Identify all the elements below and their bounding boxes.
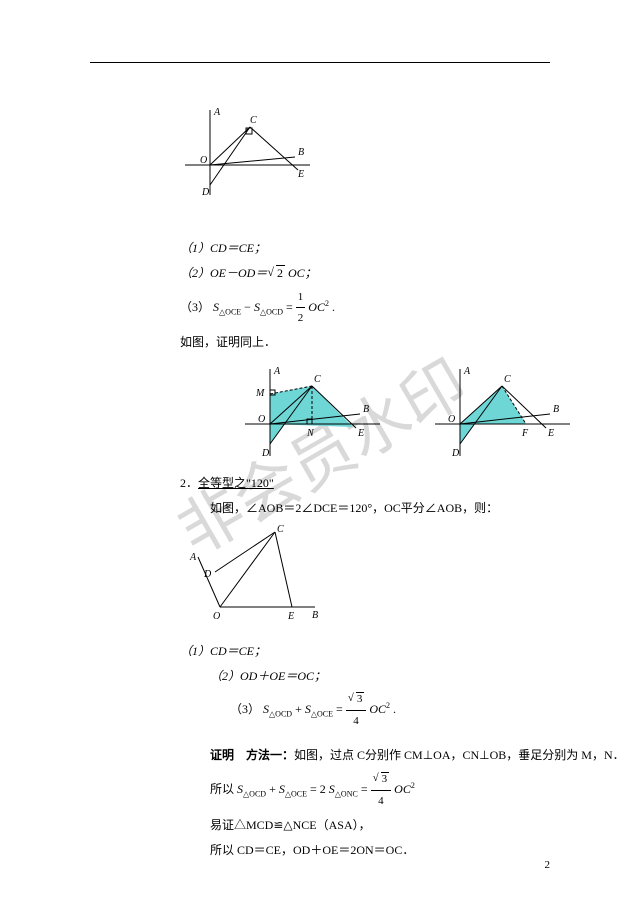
item-b3: （3） S△OCD + S△OCE = 34 OC2 . <box>230 689 640 732</box>
svg-text:E: E <box>547 428 554 439</box>
figure-1-wrap: A B C O D E <box>180 105 640 205</box>
figure-2a: A B C O D E M N <box>240 364 390 464</box>
content: A B C O D E （1）CD＝CE； （2）OE－OD＝2 OC； （3）… <box>180 105 640 861</box>
svg-text:A: A <box>463 366 471 377</box>
item-b1: （1）CD＝CE； <box>180 640 640 663</box>
label-a: A <box>213 107 221 118</box>
svg-text:C: C <box>277 524 284 535</box>
label-d: D <box>201 187 210 198</box>
svg-text:D: D <box>261 448 270 459</box>
top-rule <box>90 62 550 63</box>
item-b2: （2）OD＋OE＝OC； <box>210 665 640 688</box>
svg-text:M: M <box>255 388 265 399</box>
svg-text:D: D <box>451 448 460 459</box>
svg-text:N: N <box>306 428 315 439</box>
section2-heading: 2．全等型之"120" <box>180 472 640 495</box>
item-a2: （2）OE－OD＝2 OC； <box>180 262 640 285</box>
item-a1: （1）CD＝CE； <box>180 237 640 260</box>
figure-3: A B C O D E <box>180 522 330 632</box>
label-b: B <box>298 147 304 158</box>
svg-text:E: E <box>287 611 294 622</box>
figure-2b: A B C O D E F <box>430 364 580 464</box>
proof-p2: 所以 S△OCD + S△OCE = 2 S△ONC = 34 OC2 <box>210 769 640 812</box>
label-e: E <box>297 169 304 180</box>
svg-text:O: O <box>258 414 265 425</box>
figure-3-wrap: A B C O D E <box>180 522 640 632</box>
proof-p4: 所以 CD＝CE，OD＋OE＝2ON＝OC． <box>210 839 640 862</box>
svg-text:E: E <box>357 428 364 439</box>
mid-text: 如图，证明同上． <box>180 331 640 354</box>
svg-text:C: C <box>314 374 321 385</box>
svg-text:D: D <box>203 569 212 580</box>
svg-text:B: B <box>312 610 318 621</box>
figure-1: A B C O D E <box>180 105 320 205</box>
proof-head: 证明 方法一：如图，过点 C分别作 CM⊥OA，CN⊥OB，垂足分别为 M，N． <box>210 744 640 767</box>
svg-text:O: O <box>448 414 455 425</box>
svg-text:F: F <box>521 428 529 439</box>
item-a3: （3） S△OCE − S△OCD = 12 OC2 . <box>180 287 640 330</box>
proof-p3: 易证△MCD≌△NCE（ASA）， <box>210 814 640 837</box>
svg-text:B: B <box>363 404 369 415</box>
svg-text:B: B <box>553 404 559 415</box>
label-c: C <box>250 115 257 126</box>
svg-text:C: C <box>504 374 511 385</box>
svg-text:A: A <box>273 366 281 377</box>
label-o: O <box>200 155 207 166</box>
section2-body: 如图，∠AOB＝2∠DCE＝120°，OC平分∠AOB，则： <box>210 497 640 520</box>
svg-text:O: O <box>213 611 220 622</box>
figure-2-row: A B C O D E M N <box>180 364 640 464</box>
page: 非会员水印 A B C O D <box>0 0 640 906</box>
svg-text:A: A <box>189 552 197 563</box>
